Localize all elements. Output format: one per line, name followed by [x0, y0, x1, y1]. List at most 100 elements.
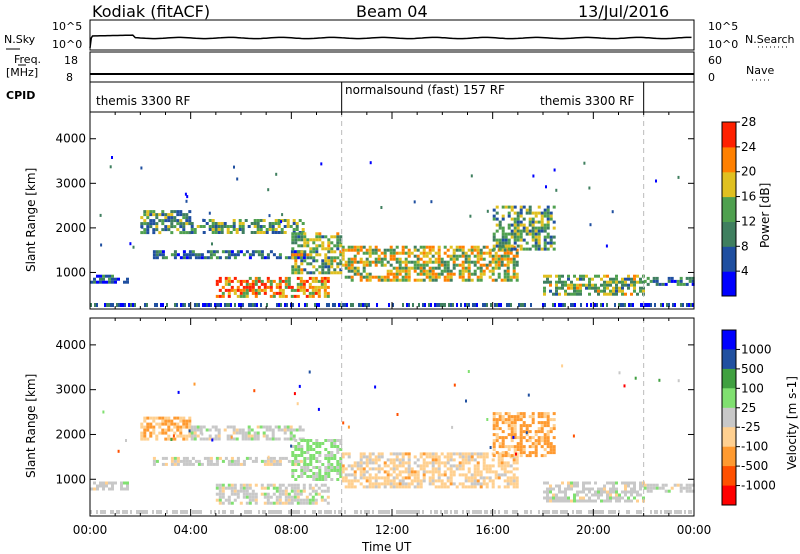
echo-cell — [582, 484, 585, 488]
echo-cell — [350, 248, 354, 252]
echo-cell — [296, 483, 300, 487]
echo-cell — [434, 257, 438, 261]
echo-cell — [555, 188, 558, 192]
echo-cell — [102, 277, 105, 281]
echo-cell — [293, 483, 297, 487]
echo-cell — [458, 272, 462, 276]
echo-cell — [196, 428, 200, 432]
echo-cell — [315, 268, 319, 272]
echo-cell — [549, 484, 552, 488]
echo-cell — [102, 280, 105, 284]
echo-cell — [507, 412, 511, 416]
echo-cell — [297, 235, 301, 239]
x-tick-label: 20:00 — [576, 523, 611, 537]
echo-cell — [312, 478, 316, 481]
echo-cell — [407, 251, 411, 255]
echo-cell — [549, 445, 553, 449]
echo-cell — [283, 431, 287, 435]
echo-cell — [278, 462, 282, 466]
echo-cell — [422, 251, 426, 255]
echo-cell — [211, 231, 215, 234]
near-range-cell — [230, 510, 232, 514]
echo-cell — [410, 260, 414, 264]
echo-cell — [339, 268, 343, 272]
near-range-cell — [326, 303, 328, 307]
echo-cell — [232, 428, 236, 432]
echo-cell — [545, 185, 547, 189]
echo-cell — [297, 442, 301, 445]
near-range-cell — [112, 510, 114, 514]
near-range-cell — [692, 303, 694, 307]
near-range-cell — [666, 510, 668, 514]
echo-cell — [576, 277, 579, 281]
echo-cell — [314, 492, 318, 496]
echo-cell — [555, 493, 558, 497]
echo-cell — [603, 274, 606, 278]
echo-cell — [347, 482, 351, 486]
echo-cell — [263, 492, 267, 496]
echo-cell — [479, 254, 483, 258]
echo-cell — [359, 278, 363, 282]
near-range-cell — [402, 510, 404, 514]
near-range-cell — [578, 510, 580, 514]
near-range-cell — [132, 303, 134, 307]
near-range-cell — [490, 510, 492, 514]
echo-cell — [267, 188, 270, 192]
echo-cell — [248, 495, 252, 499]
echo-cell — [470, 479, 474, 483]
echo-cell — [546, 430, 550, 434]
echo-cell — [339, 442, 343, 445]
echo-cell — [185, 434, 189, 438]
echo-cell — [236, 250, 240, 254]
echo-cell — [639, 487, 642, 491]
echo-cell — [522, 412, 526, 416]
echo-cell — [461, 452, 465, 456]
echo-cell — [612, 286, 615, 290]
near-range-cell — [436, 303, 438, 307]
echo-cell — [534, 454, 538, 458]
near-range-cell — [486, 303, 488, 307]
echo-cell — [498, 442, 502, 446]
echo-cell — [552, 205, 556, 209]
echo-cell — [633, 274, 636, 278]
echo-cell — [330, 457, 334, 460]
echo-cell — [455, 248, 459, 252]
echo-cell — [341, 257, 345, 261]
echo-cell — [612, 277, 615, 281]
echo-cell — [347, 263, 351, 267]
echo-cell — [609, 496, 612, 500]
echo-cell — [330, 259, 334, 263]
echo-cell — [467, 452, 471, 456]
near-range-cell — [342, 303, 344, 307]
echo-cell — [233, 483, 237, 487]
echo-cell — [494, 266, 498, 270]
echo-cell — [149, 416, 153, 420]
echo-cell — [339, 475, 343, 478]
echo-cell — [242, 459, 246, 463]
echo-cell — [256, 425, 260, 429]
echo-cell — [449, 464, 453, 468]
echo-cell — [476, 254, 480, 258]
echo-cell — [281, 294, 285, 298]
echo-cell — [588, 496, 591, 500]
echo-cell — [266, 501, 270, 505]
echo-cell — [236, 177, 239, 181]
near-range-cell — [680, 510, 682, 514]
echo-cell — [582, 274, 585, 278]
echo-cell — [317, 407, 320, 411]
echo-cell — [549, 244, 553, 248]
echo-cell — [422, 470, 426, 474]
echo-cell — [495, 244, 499, 248]
near-range-cell — [570, 303, 572, 307]
near-range-cell — [520, 303, 522, 307]
echo-cell — [437, 257, 441, 261]
echo-cell — [185, 425, 189, 429]
echo-cell — [501, 232, 505, 236]
echo-cell — [257, 285, 261, 289]
echo-cell — [507, 238, 511, 242]
echo-cell — [546, 214, 550, 218]
near-range-cell — [278, 303, 280, 307]
echo-cell — [317, 291, 321, 295]
echo-cell — [422, 476, 426, 480]
echo-cell — [537, 430, 541, 434]
